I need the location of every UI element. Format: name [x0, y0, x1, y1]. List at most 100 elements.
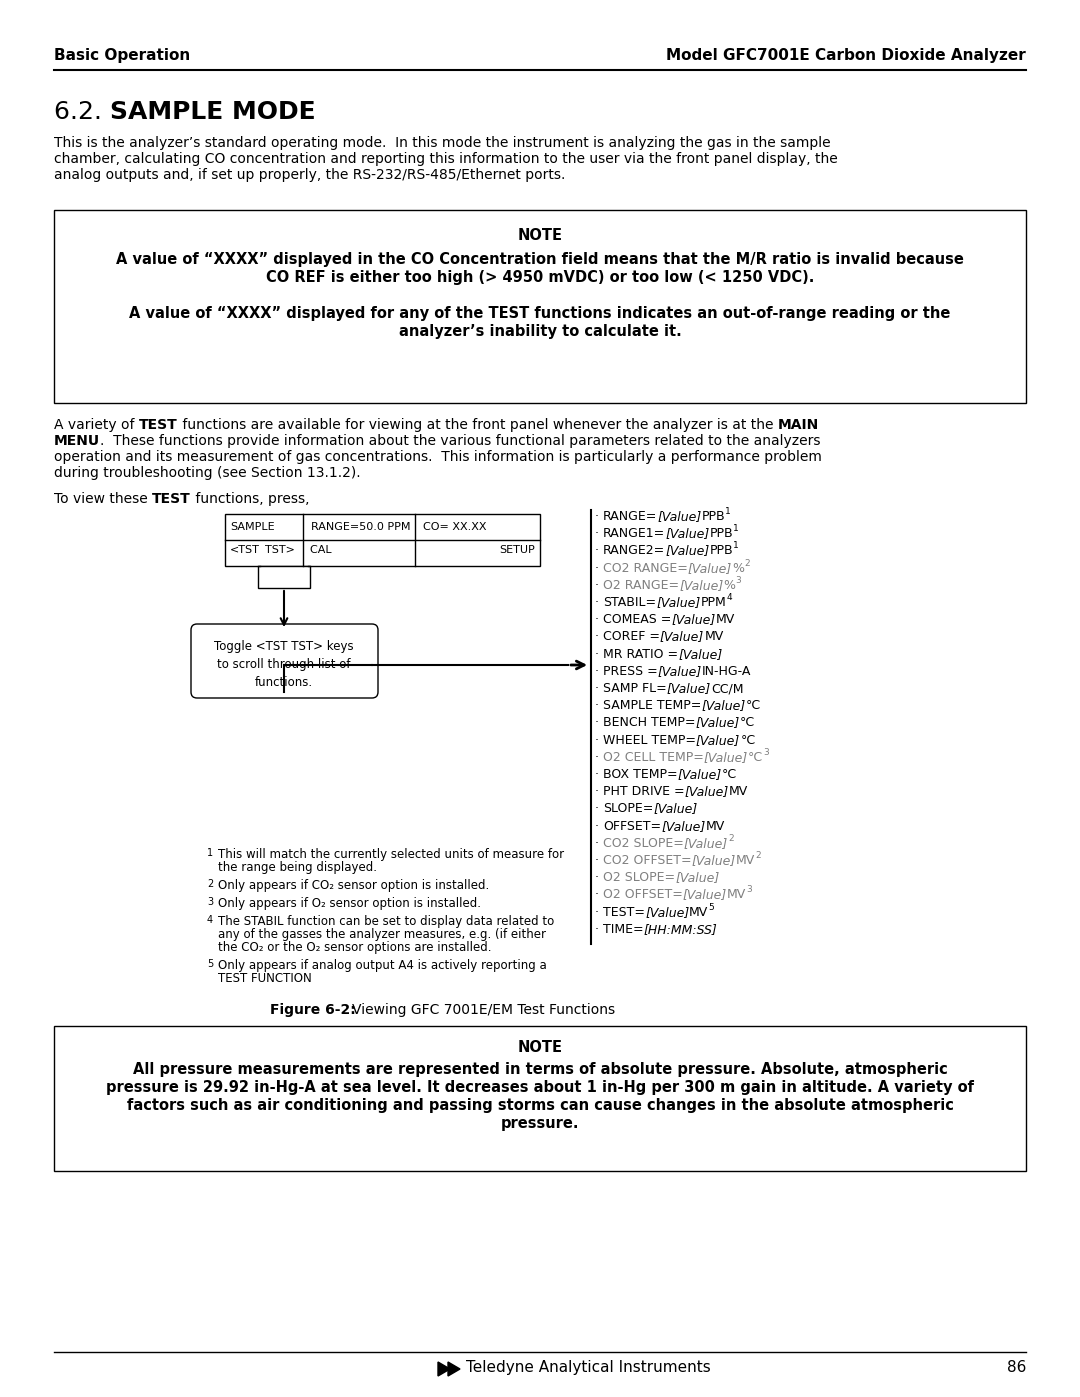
- Text: [Value]: [Value]: [672, 613, 716, 626]
- Text: MV: MV: [705, 820, 725, 833]
- Text: This is the analyzer’s standard operating mode.  In this mode the instrument is : This is the analyzer’s standard operatin…: [54, 136, 831, 149]
- Text: CO= XX.XX: CO= XX.XX: [423, 522, 486, 532]
- Text: [Value]: [Value]: [653, 802, 698, 816]
- Text: 5: 5: [207, 958, 213, 970]
- Text: MV: MV: [704, 630, 724, 644]
- Text: [Value]: [Value]: [696, 733, 740, 746]
- FancyBboxPatch shape: [191, 624, 378, 698]
- Text: .  These functions provide information about the various functional parameters r: . These functions provide information ab…: [100, 434, 821, 448]
- Text: ·: ·: [595, 872, 603, 884]
- Text: STABIL=: STABIL=: [603, 597, 657, 609]
- Text: [Value]: [Value]: [677, 768, 721, 781]
- Text: Viewing GFC 7001E/EM Test Functions: Viewing GFC 7001E/EM Test Functions: [352, 1003, 616, 1017]
- Text: 3: 3: [746, 886, 752, 894]
- Text: %: %: [732, 562, 744, 574]
- Text: ·: ·: [595, 527, 603, 541]
- Text: [Value]: [Value]: [683, 888, 727, 901]
- Text: ·: ·: [595, 923, 603, 936]
- Text: TIME=: TIME=: [603, 923, 644, 936]
- Text: MV: MV: [727, 888, 746, 901]
- Text: CO REF is either too high (> 4950 mVDC) or too low (< 1250 VDC).: CO REF is either too high (> 4950 mVDC) …: [266, 270, 814, 285]
- Text: NOTE: NOTE: [517, 1039, 563, 1055]
- Text: All pressure measurements are represented in terms of absolute pressure. Absolut: All pressure measurements are represente…: [133, 1062, 947, 1077]
- Text: PRESS =: PRESS =: [603, 665, 658, 678]
- Text: °C: °C: [745, 700, 760, 712]
- Text: ·: ·: [595, 785, 603, 798]
- Text: °C: °C: [740, 733, 755, 746]
- Text: ·: ·: [595, 750, 603, 764]
- Text: 2: 2: [207, 879, 213, 888]
- Text: ·: ·: [595, 802, 603, 816]
- Text: To view these: To view these: [54, 492, 152, 506]
- Text: TEST: TEST: [152, 492, 191, 506]
- Text: %: %: [724, 578, 735, 592]
- Text: 1: 1: [207, 848, 213, 858]
- Text: MV: MV: [716, 613, 734, 626]
- Text: O2 RANGE=: O2 RANGE=: [603, 578, 679, 592]
- Text: [Value]: [Value]: [696, 717, 740, 729]
- Text: [HH:MM:SS]: [HH:MM:SS]: [644, 923, 717, 936]
- FancyBboxPatch shape: [225, 514, 540, 566]
- Text: 86: 86: [1007, 1361, 1026, 1375]
- Text: the CO₂ or the O₂ sensor options are installed.: the CO₂ or the O₂ sensor options are ins…: [218, 942, 491, 954]
- Text: TST>: TST>: [265, 545, 295, 555]
- Text: Teledyne Analytical Instruments: Teledyne Analytical Instruments: [465, 1361, 711, 1375]
- Text: PPB: PPB: [710, 545, 733, 557]
- Text: OFFSET=: OFFSET=: [603, 820, 661, 833]
- Text: A value of “XXXX” displayed for any of the TEST functions indicates an out-of-ra: A value of “XXXX” displayed for any of t…: [130, 306, 950, 321]
- Text: [Value]: [Value]: [657, 597, 700, 609]
- Text: MR RATIO =: MR RATIO =: [603, 648, 678, 661]
- Text: 3: 3: [207, 897, 213, 907]
- Text: RANGE2=: RANGE2=: [603, 545, 665, 557]
- Text: Only appears if analog output A4 is actively reporting a: Only appears if analog output A4 is acti…: [218, 958, 546, 972]
- Text: ·: ·: [595, 717, 603, 729]
- Text: Only appears if O₂ sensor option is installed.: Only appears if O₂ sensor option is inst…: [218, 897, 481, 909]
- Text: operation and its measurement of gas concentrations.  This information is partic: operation and its measurement of gas con…: [54, 450, 822, 464]
- Text: 4: 4: [207, 915, 213, 925]
- Text: [Value]: [Value]: [704, 750, 748, 764]
- Text: TEST=: TEST=: [603, 905, 645, 919]
- Text: [Value]: [Value]: [691, 854, 735, 868]
- Text: PHT DRIVE =: PHT DRIVE =: [603, 785, 685, 798]
- Text: CO2 OFFSET=: CO2 OFFSET=: [603, 854, 691, 868]
- Text: MAIN: MAIN: [778, 418, 819, 432]
- Text: Only appears if CO₂ sensor option is installed.: Only appears if CO₂ sensor option is ins…: [218, 879, 489, 893]
- Text: SAMP FL=: SAMP FL=: [603, 682, 666, 694]
- Text: [Value]: [Value]: [679, 578, 724, 592]
- Text: pressure.: pressure.: [501, 1116, 579, 1132]
- Text: ·: ·: [595, 597, 603, 609]
- Text: [Value]: [Value]: [658, 665, 702, 678]
- Text: CO2 SLOPE=: CO2 SLOPE=: [603, 837, 684, 849]
- Text: analyzer’s inability to calculate it.: analyzer’s inability to calculate it.: [399, 324, 681, 339]
- Text: 1: 1: [726, 507, 731, 515]
- Text: °C: °C: [748, 750, 764, 764]
- Text: NOTE: NOTE: [517, 228, 563, 243]
- Text: 3: 3: [735, 576, 741, 585]
- Text: ·: ·: [595, 682, 603, 694]
- Text: SAMPLE TEMP=: SAMPLE TEMP=: [603, 700, 701, 712]
- Text: 2: 2: [728, 834, 733, 842]
- Text: [Value]: [Value]: [675, 872, 719, 884]
- Text: functions, press,: functions, press,: [191, 492, 309, 506]
- Text: A value of “XXXX” displayed in the CO Concentration field means that the M/R rat: A value of “XXXX” displayed in the CO Co…: [116, 251, 964, 267]
- Text: any of the gasses the analyzer measures, e.g. (if either: any of the gasses the analyzer measures,…: [218, 928, 546, 942]
- Text: [Value]: [Value]: [666, 682, 711, 694]
- Text: <TST: <TST: [230, 545, 260, 555]
- Text: 1: 1: [733, 524, 739, 534]
- Text: ·: ·: [595, 613, 603, 626]
- Text: COREF =: COREF =: [603, 630, 660, 644]
- Text: PPB: PPB: [710, 527, 733, 541]
- Text: [Value]: [Value]: [684, 837, 728, 849]
- Text: [Value]: [Value]: [688, 562, 732, 574]
- Text: ·: ·: [595, 665, 603, 678]
- Text: A variety of: A variety of: [54, 418, 139, 432]
- Text: SAMPLE: SAMPLE: [230, 522, 274, 532]
- Text: ·: ·: [595, 733, 603, 746]
- Text: °C: °C: [721, 768, 737, 781]
- Text: [Value]: [Value]: [665, 545, 710, 557]
- Text: during troubleshooting (see Section 13.1.2).: during troubleshooting (see Section 13.1…: [54, 467, 361, 481]
- Text: IN-HG-A: IN-HG-A: [702, 665, 752, 678]
- Text: BOX TEMP=: BOX TEMP=: [603, 768, 677, 781]
- Text: O2 OFFSET=: O2 OFFSET=: [603, 888, 683, 901]
- Text: BENCH TEMP=: BENCH TEMP=: [603, 717, 696, 729]
